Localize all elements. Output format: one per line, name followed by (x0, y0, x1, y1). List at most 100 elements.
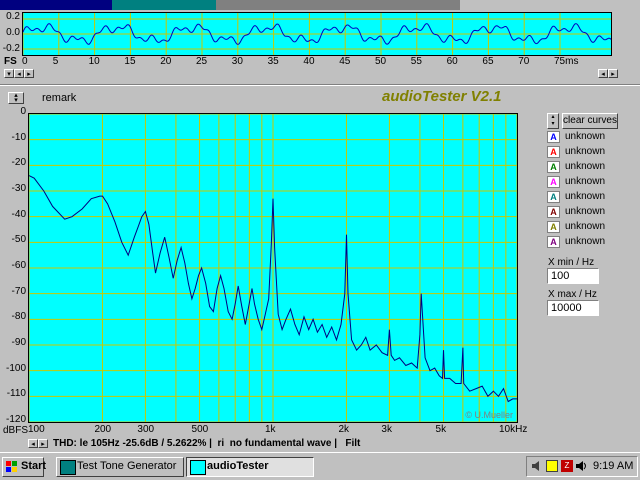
title-strip-navy (0, 0, 112, 10)
spectrum-y-tick-label: -120 (5, 414, 26, 425)
spectrum-y-tick-label: -60 (11, 260, 26, 271)
title-strip-gray (216, 0, 460, 10)
xmin-input[interactable]: 100 (547, 268, 599, 284)
spectrum-x-tick-label: 100 (28, 424, 45, 435)
task-audiotester[interactable]: audioTester (186, 457, 314, 477)
app-title: audioTester V2.1 (382, 88, 502, 105)
osc-y-label-mid: 0.0 (6, 27, 20, 38)
legend-label: unknown (565, 206, 606, 217)
spectrum-x-tick-label: 5k (435, 424, 447, 435)
spectrum-y-tick-label: -30 (11, 183, 26, 194)
spectrum-x-tick-label: 2k (338, 424, 349, 435)
tray-speaker-icon[interactable] (531, 460, 543, 472)
osc-spin-down-button[interactable]: ▾ (4, 69, 14, 78)
osc-time-tick: 10 (88, 56, 100, 67)
thd-status-text: THD: le 105Hz -25.6dB / 5.2622% | ri no … (53, 438, 361, 449)
oscilloscope-svg (23, 13, 611, 55)
legend-label: unknown (565, 146, 606, 157)
osc-time-tick: 50 (375, 56, 387, 67)
osc-fs-label: FS (4, 56, 17, 67)
osc-time-tick: 60 (446, 56, 458, 67)
legend-color-swatch[interactable]: A (547, 221, 560, 233)
spectrum-y-tick-label: -100 (5, 362, 26, 374)
legend-color-swatch[interactable]: A (547, 191, 560, 203)
tray-volume-icon[interactable] (575, 460, 587, 472)
title-strip-teal (112, 0, 216, 10)
spectrum-x-tick-label: 1k (265, 424, 276, 435)
legend-label: unknown (565, 161, 606, 172)
spectrum-series-line (29, 175, 517, 403)
spectrum-svg: © U.Mueller (29, 114, 517, 422)
spectrum-y-tick-label: -70 (11, 285, 26, 297)
spectrum-y-tick-label: 0 (20, 106, 26, 117)
curve-spin-button[interactable]: ▴ ▾ (547, 113, 559, 129)
spectrum-x-tick-label: 10kHz (499, 424, 528, 435)
legend-label: unknown (565, 221, 606, 232)
spectrum-plot: © U.Mueller (28, 113, 518, 423)
spectrum-y-tick-label: -90 (11, 337, 26, 348)
legend-color-swatch[interactable]: A (547, 146, 560, 158)
osc-time-tick: 30 (231, 56, 243, 67)
osc-time-tick: 55 (410, 56, 422, 67)
tray-z-icon[interactable]: Z (561, 460, 573, 472)
audiotester-icon (190, 460, 206, 475)
spectrum-x-tick-label: 200 (94, 424, 112, 435)
clock: 9:19 AM (593, 460, 634, 472)
legend-color-swatch[interactable]: A (547, 176, 560, 188)
osc-time-tick: 65 (482, 56, 494, 67)
osc-time-tick: 15 (124, 56, 136, 67)
osc-time-tick: 35 (267, 56, 279, 67)
remark-spin-button[interactable]: ▴ ▾ (8, 92, 24, 104)
status-scroll-right-button[interactable]: ▸ (38, 439, 48, 448)
legend-label: unknown (565, 236, 606, 247)
clear-curves-button[interactable]: clear curves (562, 113, 618, 129)
windows-logo-icon (6, 461, 18, 472)
osc-trace (23, 23, 611, 45)
spectrum-y-tick-label: -20 (11, 157, 26, 169)
status-scroll-left-button[interactable]: ◂ (28, 439, 38, 448)
osc-time-tick: 70 (518, 56, 530, 67)
tray-monitor-icon[interactable] (546, 460, 558, 472)
osc-scroll-left-button[interactable]: ◂ (598, 69, 608, 78)
spectrum-x-axis: 100 200 300 500 1k 2k 3k 5k 10kHz (0, 424, 640, 438)
legend-color-swatch[interactable]: A (547, 161, 560, 173)
task-label: audioTester (207, 460, 269, 472)
legend-label: unknown (565, 191, 606, 202)
spectrum-x-tick-label: 500 (191, 424, 209, 435)
osc-scroll-right-button[interactable]: ▸ (608, 69, 618, 78)
spectrum-y-tick-label: -50 (11, 234, 26, 246)
legend-label: unknown (565, 131, 606, 142)
osc-time-tick: 5 (52, 56, 59, 67)
tone-generator-icon (60, 460, 76, 475)
task-label: Test Tone Generator (77, 460, 177, 472)
spectrum-x-tick-label: 3k (381, 424, 392, 435)
legend-color-swatch[interactable]: A (547, 131, 560, 143)
osc-y-label-bottom: -0.2 (2, 43, 20, 54)
start-button[interactable]: Start (2, 457, 46, 477)
osc-time-tick: 20 (160, 56, 172, 67)
osc-time-tick: 40 (303, 56, 315, 67)
system-tray: Z 9:19 AM (526, 456, 638, 477)
osc-time-tick: 45 (339, 56, 351, 67)
taskbar: Start Test Tone Generator audioTester Z … (0, 452, 640, 480)
osc-spin-right-button[interactable]: ▸ (24, 69, 34, 78)
spectrum-y-tick-label: -110 (6, 388, 26, 400)
spectrum-y-axis: 0 -10 -20 -30 -40 -50 -60 -70 -80 -90 -100 -110 -120 (0, 0, 28, 480)
spectrum-y-unit: dBFS (3, 425, 29, 436)
xmin-label: X min / Hz (548, 257, 595, 268)
legend-label: unknown (565, 176, 606, 187)
spectrum-x-tick-label: 300 (137, 424, 155, 435)
divider-highlight (0, 85, 640, 86)
legend-color-swatch[interactable]: A (547, 236, 560, 248)
osc-spin-left-button[interactable]: ◂ (14, 69, 24, 78)
osc-time-tick: 25 (196, 56, 208, 67)
xmax-input[interactable]: 10000 (547, 300, 599, 316)
spectrum-y-tick-label: -10 (11, 131, 26, 143)
spectrum-y-tick-label: -80 (11, 311, 26, 323)
osc-time-axis: 0 5 10 15 20 25 30 35 40 45 50 55 60 65 70 75ms (0, 56, 640, 68)
osc-time-tick: 0 (22, 56, 28, 67)
task-test-tone-generator[interactable]: Test Tone Generator (56, 457, 184, 477)
oscilloscope-plot (22, 12, 612, 56)
legend-color-swatch[interactable]: A (547, 206, 560, 218)
